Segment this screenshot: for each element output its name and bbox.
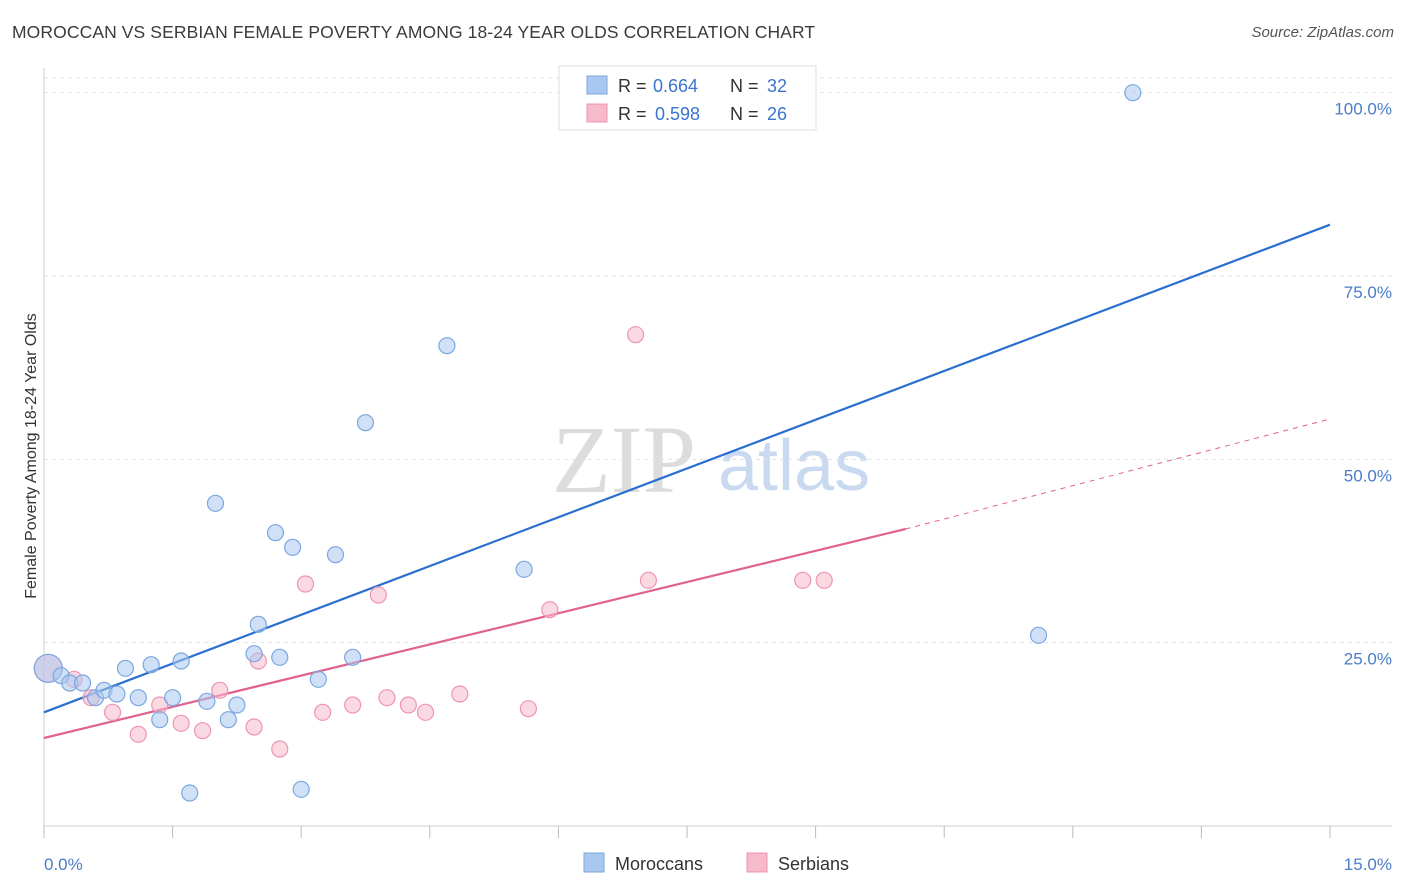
- point-moroccans: [515, 560, 533, 578]
- legend-n-value-serbians: 26: [767, 104, 787, 124]
- trend-line-serbians: [43, 527, 906, 740]
- point-serbians: [639, 571, 658, 589]
- point-moroccans: [181, 784, 199, 802]
- point-serbians: [344, 696, 362, 714]
- y-tick-label: 50.0%: [1344, 466, 1392, 485]
- legend-r-value-moroccans: 0.664: [653, 76, 698, 96]
- point-serbians: [271, 740, 289, 758]
- legend-r-label-moroccans: R =: [618, 76, 647, 96]
- point-moroccans: [219, 711, 237, 729]
- point-moroccans: [344, 648, 362, 666]
- point-moroccans: [1124, 84, 1142, 102]
- chart-title: MOROCCAN VS SERBIAN FEMALE POVERTY AMONG…: [12, 22, 816, 42]
- trend-line-serbians-extension: [905, 418, 1331, 530]
- point-serbians: [541, 601, 559, 619]
- point-moroccans: [309, 670, 327, 688]
- watermark-atlas: atlas: [718, 426, 870, 506]
- point-serbians: [129, 725, 147, 743]
- point-moroccans: [164, 689, 182, 707]
- bottom-legend: Moroccans Serbians: [583, 852, 849, 874]
- point-moroccans: [129, 689, 147, 707]
- point-moroccans: [438, 337, 456, 355]
- point-serbians: [245, 718, 263, 736]
- point-serbians: [369, 586, 387, 604]
- point-moroccans: [326, 546, 345, 564]
- point-serbians: [794, 571, 812, 589]
- legend-n-value-moroccans: 32: [767, 76, 787, 96]
- point-moroccans: [284, 538, 302, 556]
- bottom-legend-swatch-moroccans: [583, 852, 605, 873]
- point-serbians: [194, 722, 212, 740]
- point-serbians: [815, 571, 833, 589]
- y-tick-label: 100.0%: [1334, 100, 1392, 119]
- point-moroccans: [292, 780, 310, 798]
- point-moroccans: [172, 652, 190, 670]
- legend-swatch-moroccans: [586, 75, 608, 95]
- point-moroccans: [1029, 626, 1048, 644]
- point-moroccans: [245, 645, 263, 663]
- point-serbians: [451, 685, 469, 703]
- point-serbians: [378, 689, 396, 707]
- legend-r-value-serbians: 0.598: [655, 104, 700, 124]
- trend-line-moroccans: [43, 223, 1331, 714]
- point-serbians: [519, 700, 537, 718]
- point-serbians: [103, 703, 122, 721]
- y-axis-title: Female Poverty Among 18-24 Year Olds: [23, 313, 40, 599]
- point-serbians: [172, 714, 190, 732]
- point-serbians: [399, 696, 417, 714]
- point-moroccans: [249, 615, 267, 633]
- x-tick-label-max: 15.0%: [1344, 855, 1392, 874]
- bottom-legend-swatch-serbians: [746, 852, 768, 873]
- point-moroccans: [356, 414, 375, 432]
- point-moroccans: [266, 524, 285, 542]
- point-moroccans: [228, 696, 246, 714]
- point-moroccans: [206, 494, 225, 512]
- point-moroccans: [198, 692, 216, 710]
- point-moroccans: [108, 685, 126, 703]
- bottom-legend-label-serbians: Serbians: [778, 854, 849, 874]
- source-credit: Source: ZipAtlas.com: [1251, 24, 1394, 41]
- grid: [44, 77, 1392, 644]
- axes: 25.0% 50.0% 75.0% 100.0%: [43, 68, 1392, 838]
- legend-n-label-serbians: N =: [730, 104, 759, 124]
- point-moroccans: [271, 648, 289, 666]
- point-serbians: [296, 575, 315, 593]
- bottom-legend-label-moroccans: Moroccans: [615, 854, 703, 874]
- x-tick-label-min: 0.0%: [44, 855, 83, 874]
- legend-swatch-serbians: [586, 103, 608, 123]
- point-serbians: [211, 681, 229, 699]
- legend-n-label-moroccans: N =: [730, 76, 759, 96]
- point-serbians: [314, 703, 332, 721]
- point-moroccans: [151, 711, 169, 729]
- point-serbians: [416, 703, 435, 721]
- legend-r-label-serbians: R =: [618, 104, 647, 124]
- point-moroccans: [116, 659, 135, 677]
- y-tick-label: 75.0%: [1344, 283, 1392, 302]
- point-moroccans: [73, 674, 92, 692]
- point-serbians: [626, 326, 645, 344]
- point-moroccans: [142, 656, 160, 674]
- y-tick-label: 25.0%: [1344, 650, 1392, 669]
- top-legend: R = 0.664 N = 32 R = 0.598 N = 26: [558, 65, 817, 131]
- data-points: [33, 84, 1142, 802]
